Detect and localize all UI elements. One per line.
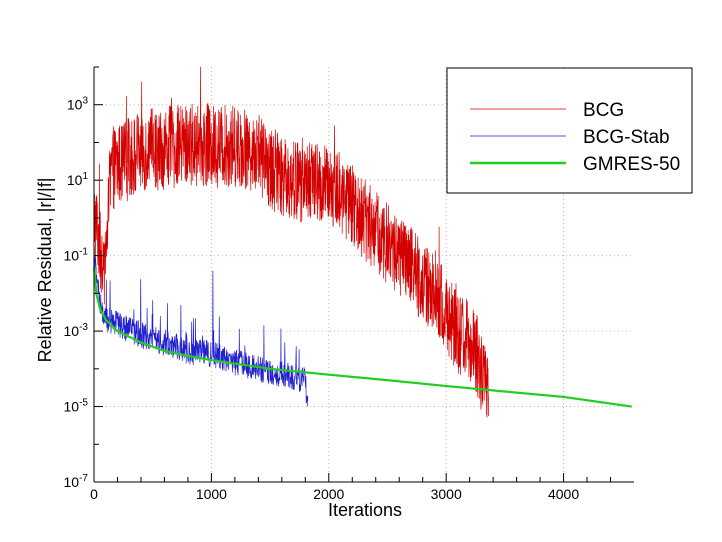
legend-label: BCG-Stab [583,127,670,148]
legend-box [446,67,693,194]
y-tick-label: 103 [67,96,89,113]
x-tick-label: 0 [90,486,98,502]
series-line-bcg [93,66,489,418]
legend: BCG BCG-Stab GMRES-50 [446,67,693,194]
axes [93,67,634,483]
y-tick-label: 10-5 [64,398,89,415]
y-tick-label: 101 [67,171,89,188]
x-tick-label: 1000 [196,486,227,502]
tick-layer [93,66,612,483]
legend-label: GMRES-50 [583,154,680,175]
y-tick-label: 10-1 [64,247,89,264]
legend-label: BCG [583,100,624,121]
x-tick-label: 2000 [313,486,344,502]
y-axis-title: Relative Residual, |r|/|f| [35,178,55,363]
x-tick-label: 4000 [548,486,579,502]
tick-labels: 0 1000 2000 3000 4000 10-7 10-5 10-3 10-1 101 103 [64,96,580,502]
x-axis-title: Iterations [328,500,402,520]
series-line-gmres-50 [92,266,633,408]
y-tick-label: 10-7 [64,473,89,490]
series-line-bcg-stab [93,246,309,407]
x-tick-label: 3000 [431,486,462,502]
series-layer [92,66,633,418]
y-tick-label: 10-3 [64,322,89,339]
